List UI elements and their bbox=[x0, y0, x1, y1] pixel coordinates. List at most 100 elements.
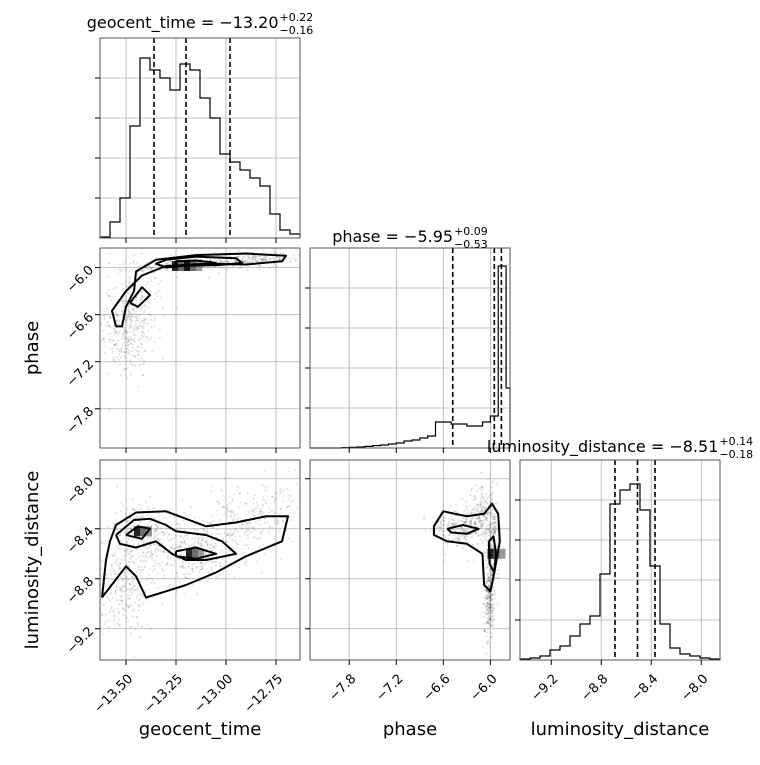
sample-point-luminosity_distance_vs_geocent_time bbox=[234, 555, 237, 557]
sample-point-phase_vs_geocent_time bbox=[134, 364, 137, 367]
sample-point-phase_vs_geocent_time bbox=[123, 299, 126, 302]
sample-point-phase_vs_geocent_time bbox=[239, 266, 242, 269]
sample-point-luminosity_distance_vs_phase bbox=[491, 546, 494, 549]
sample-point-luminosity_distance_vs_geocent_time bbox=[152, 543, 155, 546]
sample-point-phase_vs_geocent_time bbox=[132, 308, 135, 311]
sample-point-luminosity_distance_vs_phase bbox=[481, 533, 484, 536]
sample-point-luminosity_distance_vs_phase bbox=[478, 520, 481, 523]
sample-point-luminosity_distance_vs_phase bbox=[483, 630, 486, 632]
sample-point-luminosity_distance_vs_phase bbox=[478, 520, 481, 523]
sample-point-phase_vs_geocent_time bbox=[105, 308, 108, 311]
sample-point-luminosity_distance_vs_geocent_time bbox=[153, 533, 156, 536]
sample-point-phase_vs_geocent_time bbox=[153, 271, 156, 274]
sample-point-phase_vs_geocent_time bbox=[123, 326, 125, 329]
title-upper-error: +0.22 bbox=[280, 11, 314, 24]
sample-point-phase_vs_geocent_time bbox=[115, 286, 118, 289]
sample-point-phase_vs_geocent_time bbox=[139, 264, 142, 267]
sample-point-luminosity_distance_vs_phase bbox=[460, 536, 463, 539]
sample-point-luminosity_distance_vs_geocent_time bbox=[134, 588, 137, 591]
sample-point-phase_vs_geocent_time bbox=[253, 254, 255, 257]
sample-point-luminosity_distance_vs_geocent_time bbox=[133, 508, 136, 511]
sample-point-phase_vs_geocent_time bbox=[244, 256, 247, 259]
sample-point-luminosity_distance_vs_geocent_time bbox=[161, 568, 163, 571]
sample-point-luminosity_distance_vs_geocent_time bbox=[124, 577, 127, 579]
sample-point-luminosity_distance_vs_phase bbox=[486, 621, 489, 624]
sample-point-luminosity_distance_vs_geocent_time bbox=[130, 604, 133, 607]
sample-point-luminosity_distance_vs_phase bbox=[474, 520, 476, 523]
sample-point-luminosity_distance_vs_geocent_time bbox=[193, 528, 196, 531]
sample-point-luminosity_distance_vs_phase bbox=[492, 528, 495, 531]
sample-point-luminosity_distance_vs_geocent_time bbox=[231, 546, 234, 549]
sample-point-luminosity_distance_vs_phase bbox=[460, 526, 462, 529]
sample-point-luminosity_distance_vs_phase bbox=[492, 603, 495, 606]
sample-point-luminosity_distance_vs_geocent_time bbox=[117, 611, 120, 614]
sample-point-phase_vs_geocent_time bbox=[226, 261, 229, 263]
sample-point-luminosity_distance_vs_phase bbox=[492, 615, 495, 618]
sample-point-luminosity_distance_vs_phase bbox=[473, 522, 476, 525]
sample-point-phase_vs_geocent_time bbox=[273, 252, 276, 255]
sample-point-luminosity_distance_vs_geocent_time bbox=[137, 566, 140, 569]
sample-point-luminosity_distance_vs_geocent_time bbox=[260, 537, 262, 539]
sample-point-phase_vs_geocent_time bbox=[163, 268, 166, 270]
sample-point-luminosity_distance_vs_geocent_time bbox=[204, 552, 206, 555]
sample-point-phase_vs_geocent_time bbox=[117, 304, 119, 307]
sample-point-luminosity_distance_vs_phase bbox=[470, 488, 473, 491]
sample-point-luminosity_distance_vs_geocent_time bbox=[184, 567, 187, 570]
sample-point-luminosity_distance_vs_geocent_time bbox=[229, 511, 232, 513]
sample-point-luminosity_distance_vs_geocent_time bbox=[128, 560, 131, 563]
sample-point-luminosity_distance_vs_phase bbox=[485, 605, 488, 608]
sample-point-phase_vs_geocent_time bbox=[150, 326, 153, 329]
sample-point-luminosity_distance_vs_geocent_time bbox=[133, 584, 136, 587]
sample-point-luminosity_distance_vs_phase bbox=[486, 525, 489, 528]
sample-point-luminosity_distance_vs_geocent_time bbox=[239, 501, 242, 504]
sample-point-luminosity_distance_vs_geocent_time bbox=[145, 541, 147, 544]
sample-point-luminosity_distance_vs_phase bbox=[478, 522, 481, 524]
sample-point-phase_vs_geocent_time bbox=[109, 348, 111, 351]
sample-point-luminosity_distance_vs_phase bbox=[464, 518, 467, 521]
sample-point-luminosity_distance_vs_phase bbox=[487, 579, 490, 582]
title-lower-error: −0.16 bbox=[280, 24, 314, 37]
sample-point-luminosity_distance_vs_geocent_time bbox=[145, 553, 148, 556]
sample-point-luminosity_distance_vs_geocent_time bbox=[125, 602, 128, 605]
sample-point-phase_vs_geocent_time bbox=[127, 340, 130, 343]
sample-point-luminosity_distance_vs_phase bbox=[460, 534, 463, 537]
sample-point-luminosity_distance_vs_phase bbox=[485, 566, 488, 569]
sample-point-luminosity_distance_vs_geocent_time bbox=[151, 517, 154, 520]
sample-point-luminosity_distance_vs_phase bbox=[488, 606, 491, 609]
sample-point-phase_vs_geocent_time bbox=[126, 324, 129, 327]
sample-point-luminosity_distance_vs_geocent_time bbox=[128, 588, 131, 591]
sample-point-luminosity_distance_vs_phase bbox=[469, 520, 472, 523]
sample-point-phase_vs_geocent_time bbox=[137, 339, 140, 342]
sample-point-luminosity_distance_vs_phase bbox=[477, 535, 480, 538]
sample-point-luminosity_distance_vs_geocent_time bbox=[246, 523, 249, 526]
sample-point-luminosity_distance_vs_geocent_time bbox=[200, 536, 203, 539]
sample-point-luminosity_distance_vs_phase bbox=[484, 533, 487, 536]
sample-point-luminosity_distance_vs_phase bbox=[486, 497, 489, 500]
sample-point-luminosity_distance_vs_geocent_time bbox=[240, 548, 243, 550]
sample-point-luminosity_distance_vs_geocent_time bbox=[258, 510, 261, 513]
sample-point-luminosity_distance_vs_phase bbox=[480, 494, 483, 497]
sample-point-luminosity_distance_vs_geocent_time bbox=[192, 543, 195, 546]
sample-point-luminosity_distance_vs_phase bbox=[485, 493, 488, 496]
sample-point-luminosity_distance_vs_phase bbox=[453, 524, 456, 527]
sample-point-luminosity_distance_vs_geocent_time bbox=[157, 587, 160, 590]
sample-point-phase_vs_geocent_time bbox=[250, 254, 253, 257]
sample-point-luminosity_distance_vs_geocent_time bbox=[273, 499, 276, 502]
sample-point-luminosity_distance_vs_phase bbox=[481, 520, 483, 523]
sample-point-luminosity_distance_vs_geocent_time bbox=[294, 469, 297, 472]
sample-point-luminosity_distance_vs_geocent_time bbox=[207, 532, 209, 535]
sample-point-luminosity_distance_vs_phase bbox=[490, 515, 493, 518]
sample-point-phase_vs_geocent_time bbox=[124, 302, 127, 305]
sample-point-luminosity_distance_vs_phase bbox=[491, 593, 494, 596]
sample-point-phase_vs_geocent_time bbox=[280, 251, 282, 254]
sample-point-phase_vs_geocent_time bbox=[140, 346, 143, 349]
panel-frame bbox=[519, 459, 721, 661]
sample-point-luminosity_distance_vs_phase bbox=[485, 606, 488, 609]
sample-point-luminosity_distance_vs_geocent_time bbox=[140, 559, 143, 562]
sample-point-phase_vs_geocent_time bbox=[251, 260, 254, 263]
sample-point-phase_vs_geocent_time bbox=[108, 338, 111, 341]
sample-point-luminosity_distance_vs_geocent_time bbox=[228, 510, 231, 513]
sample-point-phase_vs_geocent_time bbox=[115, 310, 118, 313]
sample-point-luminosity_distance_vs_phase bbox=[489, 507, 492, 510]
sample-point-luminosity_distance_vs_geocent_time bbox=[113, 608, 116, 611]
